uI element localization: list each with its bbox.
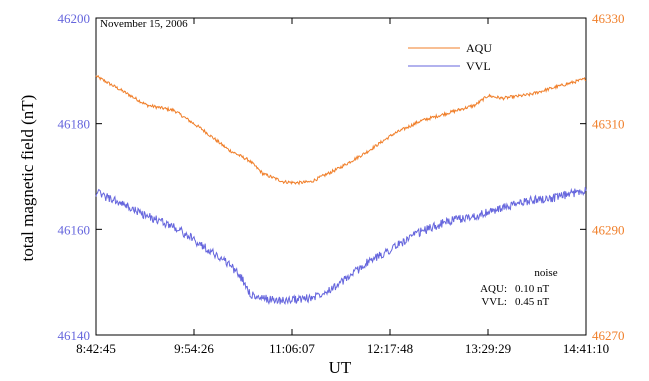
series-line-aqu	[95, 74, 587, 186]
x-tick-label: 8:42:45	[76, 341, 116, 356]
y-tick-label-right: 46310	[592, 117, 625, 132]
legend: AQU VVL	[408, 41, 492, 73]
plot-frame	[95, 17, 587, 336]
legend-label-vvl: VVL	[466, 59, 491, 73]
x-tick-label: 11:06:07	[269, 341, 315, 356]
x-axis-label: UT	[329, 358, 352, 377]
y-tick-label-right: 46270	[592, 328, 625, 343]
series-line-vvl	[95, 186, 587, 306]
y-tick-label-left: 46160	[58, 222, 91, 237]
y-tick-label-left: 46140	[58, 328, 91, 343]
noise-title: noise	[534, 267, 557, 279]
x-tick-label: 9:54:26	[174, 341, 214, 356]
noise-label-vvl: VVL:	[481, 296, 507, 308]
x-tick-label: 14:41:10	[563, 341, 609, 356]
date-annotation: November 15, 2006	[100, 18, 188, 30]
y-tick-label-left: 46180	[58, 117, 91, 132]
x-tick-label: 13:29:29	[465, 341, 511, 356]
noise-box: noise AQU: 0.10 nT VVL: 0.45 nT	[480, 267, 558, 308]
legend-label-aqu: AQU	[466, 41, 492, 55]
series-layer	[95, 74, 587, 306]
x-tick-label: 12:17:48	[367, 341, 413, 356]
y-tick-label-left: 46200	[58, 11, 91, 26]
noise-value-aqu: 0.10 nT	[515, 283, 550, 295]
axes-layer: 8:42:45 9:54:26 11:06:07 12:17:48 13:29:29 14…	[58, 11, 625, 356]
noise-value-vvl: 0.45 nT	[515, 296, 550, 308]
y-tick-label-right: 46290	[592, 222, 625, 237]
y-axis-label-left: total magnetic field (nT)	[18, 95, 37, 262]
y-tick-label-right: 46330	[592, 11, 625, 26]
noise-label-aqu: AQU:	[480, 283, 507, 295]
